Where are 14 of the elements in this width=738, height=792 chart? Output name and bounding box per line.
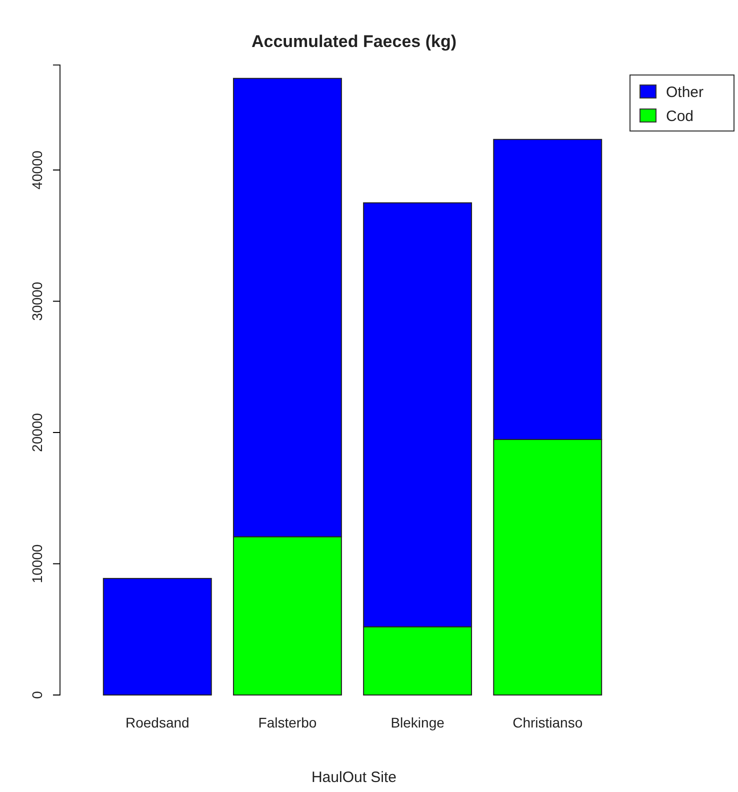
x-tick-label: Falsterbo (258, 714, 317, 731)
x-axis-title: HaulOut Site (311, 769, 397, 786)
text: Other (666, 84, 704, 101)
y-tick-label: 40000 (29, 150, 45, 190)
y-tick-label: 0 (29, 690, 45, 699)
y-tick-label: 30000 (29, 282, 45, 321)
x-tick-label: Roedsand (125, 714, 190, 731)
x-tick-label: Blekinge (390, 714, 445, 731)
chart-title: Accumulated Faeces (kg) (251, 32, 457, 51)
legend-label: Cod (666, 108, 694, 125)
bar (102, 578, 212, 696)
y-tick-label: 10000 (29, 544, 45, 584)
y-tick-label: 20000 (29, 412, 45, 452)
x-tick-label: Christianso (512, 714, 583, 731)
